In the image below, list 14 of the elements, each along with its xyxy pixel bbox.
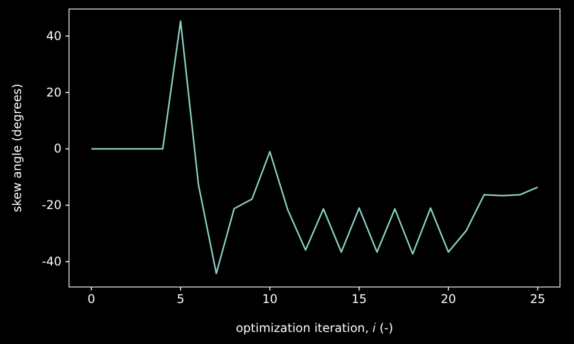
- y-axis-title: skew angle (degrees): [10, 84, 24, 212]
- x-tick-label: 10: [262, 292, 278, 306]
- y-tick-label: 20: [46, 85, 62, 100]
- y-tick-label: 0: [54, 142, 62, 156]
- line-series: [90, 20, 538, 274]
- y-tick-label: -20: [42, 198, 62, 212]
- x-tick-label: 25: [530, 292, 546, 306]
- x-tick-label: 15: [351, 292, 367, 306]
- x-tick-label: 20: [440, 292, 456, 306]
- y-tick-label: -40: [42, 254, 62, 268]
- x-tick-label: 0: [88, 292, 96, 306]
- x-tick-label: 5: [176, 292, 184, 306]
- x-axis-title: optimization iteration, 𝑖 (-): [236, 321, 394, 335]
- y-tick-label: 40: [46, 28, 62, 43]
